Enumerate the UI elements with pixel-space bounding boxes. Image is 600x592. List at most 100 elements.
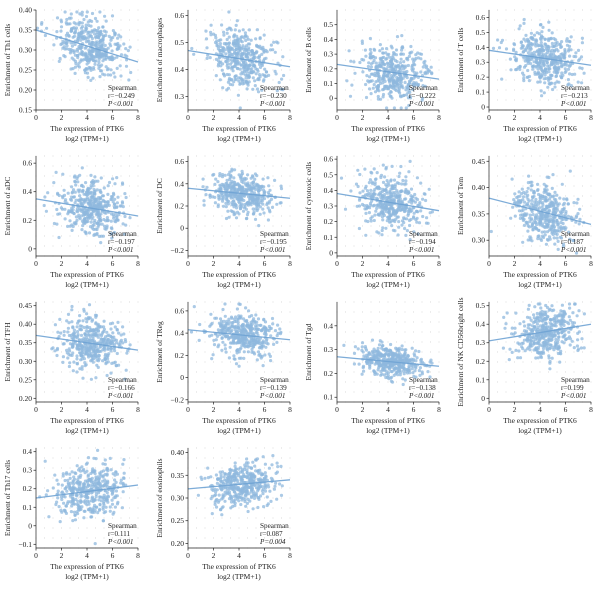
grid-dot: [404, 99, 406, 101]
data-point: [347, 49, 351, 53]
data-point: [396, 215, 400, 219]
data-point: [530, 42, 534, 46]
grid-dot: [514, 99, 515, 101]
data-point: [419, 52, 424, 56]
data-point: [261, 188, 266, 192]
data-point: [233, 49, 237, 53]
data-point: [405, 76, 409, 80]
data-point: [253, 197, 257, 201]
y-axis-title: Enrichment of B cells: [304, 27, 313, 93]
grid-dot: [438, 29, 440, 31]
grid-dot: [120, 99, 122, 101]
data-point: [380, 56, 385, 60]
grid-dot: [120, 29, 122, 31]
grid-dot: [230, 19, 231, 21]
grid-dot: [289, 215, 291, 217]
data-point: [211, 173, 215, 177]
grid-dot: [573, 19, 575, 21]
stats-method: Spearman: [108, 84, 137, 92]
data-point: [367, 75, 372, 79]
data-point: [246, 181, 250, 185]
y-tick-label: 0.40: [19, 6, 32, 15]
data-point: [565, 198, 569, 202]
data-point: [364, 233, 368, 237]
grid-dot: [497, 215, 498, 217]
grid-dot: [44, 49, 45, 51]
grid-dot: [103, 79, 105, 81]
data-point: [399, 52, 403, 56]
data-point: [234, 78, 238, 82]
data-point: [560, 208, 564, 212]
grid-dot: [78, 165, 79, 167]
data-point: [545, 175, 549, 179]
data-point: [405, 85, 409, 89]
grid-dot: [281, 205, 282, 207]
grid-dot: [430, 39, 431, 41]
data-point: [520, 187, 524, 191]
data-point: [220, 23, 224, 27]
x-tick-label: 8: [437, 113, 441, 122]
data-point: [403, 80, 407, 85]
data-point: [397, 199, 401, 203]
data-point: [400, 64, 404, 68]
grid-dot: [196, 9, 197, 11]
grid-dot: [52, 245, 54, 247]
data-point: [381, 88, 385, 92]
grid-dot: [556, 245, 558, 247]
grid-dot: [353, 79, 355, 81]
grid-dot: [137, 371, 139, 373]
data-point: [518, 199, 522, 203]
data-point: [364, 211, 368, 215]
data-point: [214, 36, 218, 40]
grid-dot: [204, 215, 206, 217]
grid-dot: [52, 321, 54, 323]
data-point: [529, 36, 533, 40]
data-point: [385, 61, 389, 65]
data-point: [580, 36, 585, 40]
data-point: [404, 233, 408, 237]
grid-dot: [69, 19, 71, 21]
data-point: [101, 41, 105, 45]
grid-dot: [345, 99, 346, 101]
grid-dot: [413, 175, 414, 177]
grid-dot: [497, 205, 498, 207]
data-point: [525, 46, 529, 50]
grid-dot: [590, 79, 592, 81]
data-point: [368, 47, 372, 52]
data-point: [425, 216, 429, 220]
data-point: [205, 46, 209, 50]
grid-dot: [52, 49, 54, 51]
data-point: [415, 176, 419, 180]
data-point: [396, 76, 401, 80]
grid-dot: [421, 155, 423, 157]
data-point: [101, 72, 105, 76]
data-point: [511, 205, 515, 209]
data-point: [385, 47, 389, 51]
grid-dot: [86, 371, 88, 373]
data-point: [381, 78, 385, 82]
grid-dot: [345, 235, 346, 237]
data-point: [61, 360, 65, 364]
data-point: [243, 46, 247, 50]
grid-dot: [590, 29, 592, 31]
grid-dot: [213, 185, 214, 187]
data-point: [352, 60, 356, 64]
grid-dot: [573, 99, 575, 101]
x-tick-label: 6: [412, 259, 416, 268]
data-point: [407, 170, 411, 174]
grid-dot: [196, 195, 197, 197]
data-point: [369, 62, 373, 66]
grid-dot: [379, 155, 380, 157]
x-tick-label: 4: [237, 259, 241, 268]
grid-dot: [69, 205, 71, 207]
grid-dot: [396, 39, 397, 41]
data-point: [576, 197, 580, 201]
data-point: [519, 40, 523, 45]
data-point: [547, 220, 551, 224]
data-point: [412, 84, 416, 88]
data-point: [388, 55, 392, 59]
grid-dot: [379, 245, 380, 247]
data-point: [91, 50, 95, 54]
data-point: [73, 201, 77, 205]
